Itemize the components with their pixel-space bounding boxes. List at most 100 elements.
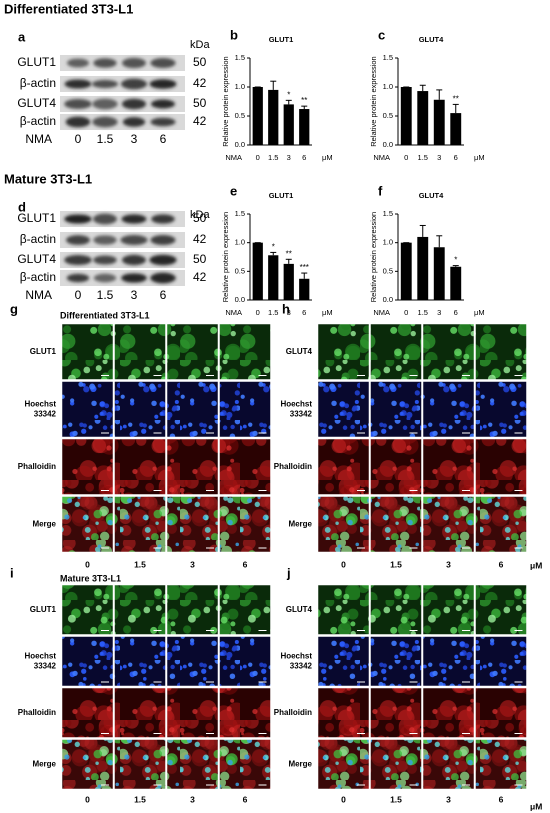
blot-row-label: GLUT1 [17,211,56,225]
blot-band [91,79,119,89]
x-tick-label: 3 [437,153,441,162]
blot-x-label: NMA [25,132,52,146]
y-tick-label: 0.0 [235,295,245,304]
unit-label: kDa [190,39,210,51]
blot-lane-label: 6 [160,132,167,146]
image-row-label: GLUT1 [30,347,57,356]
significance-label: ** [286,249,292,258]
blot-kda: 50 [193,96,207,110]
y-axis-label: Relative protein expression [221,56,230,146]
y-tick-label: 1.0 [235,238,245,247]
micrograph [317,687,370,738]
blot-band [122,117,146,127]
bar [400,242,412,300]
micrograph [61,438,114,495]
micrograph [61,381,114,438]
chart-title: GLUT4 [419,35,444,44]
micrograph [370,438,422,495]
image-column-label: 0 [341,559,346,569]
blot-lane-label: 1.5 [97,288,114,302]
image-column-label: 1.5 [390,559,402,569]
image-row-label: Merge [288,759,312,768]
blot-band [151,214,175,224]
blot-band [66,58,90,68]
blot-row-label: β-actin [20,114,56,128]
blot-band [149,254,177,266]
micrograph [475,687,527,738]
micrograph [114,739,166,790]
x-tick-label: 1.5 [268,153,278,162]
significance-label: * [454,256,457,265]
blot-band [65,116,91,128]
blot-row-label: β-actin [20,76,56,90]
panel-letter: d [18,199,26,214]
blot-band [64,79,92,89]
blot-row-label: GLUT4 [17,96,56,110]
image-column-label: 0 [85,794,90,804]
y-axis-label: Relative protein expression [369,212,378,302]
y-axis-label: Relative protein expression [369,56,378,146]
micrograph [61,323,114,380]
blot-row-label: β-actin [20,270,56,284]
micrograph [166,584,219,635]
micrograph [219,381,271,438]
x-tick-label: 6 [302,153,306,162]
bar [400,87,412,145]
blot-lane-label: 1.5 [97,132,114,146]
blot-band [64,99,92,109]
panel-letter: j [286,565,291,580]
micrograph [475,636,527,687]
image-row-label: Phalloidin [274,462,312,471]
y-tick-label: 0.5 [383,266,393,275]
blot-band [93,235,117,245]
micrograph [219,438,271,495]
micrograph [61,687,114,738]
section-title: Differentiated 3T3-L1 [4,1,133,16]
micrograph [422,687,475,738]
y-tick-label: 1.5 [235,209,245,218]
micrograph [114,584,166,635]
blot-band [121,273,147,283]
blot-band [120,78,148,90]
image-unit-label: μM [530,560,542,570]
x-axis-label: NMA [373,308,390,317]
micrograph [61,584,114,635]
x-tick-label: 0 [404,153,408,162]
micrograph [475,496,527,553]
image-column-label: 1.5 [134,559,146,569]
panel-subtitle: Differentiated 3T3-L1 [60,310,150,320]
blot-lane-label: 3 [131,288,138,302]
micrograph [114,381,166,438]
image-column-label: 6 [499,559,504,569]
image-column-label: 3 [190,794,195,804]
chart-title: GLUT1 [269,35,294,44]
x-tick-label: 6 [454,153,458,162]
bar [450,113,462,145]
image-row-label: GLUT4 [286,347,313,356]
micrograph [317,496,370,553]
image-row-label: GLUT4 [286,605,313,614]
unit-label: kDa [190,209,210,221]
micrograph [114,438,166,495]
x-unit-label: μM [474,153,485,162]
micrograph [317,323,370,380]
blot-row-label: GLUT4 [17,252,56,266]
bar [299,109,310,145]
image-column-label: 1.5 [390,794,402,804]
blot-band [122,57,146,69]
micrograph [219,636,271,687]
micrograph [475,323,527,380]
micrograph [370,496,422,553]
x-tick-label: 1.5 [418,308,428,317]
blot-row-label: β-actin [20,232,56,246]
micrograph [219,739,271,790]
x-unit-label: μM [322,308,333,317]
micrograph [166,438,219,495]
micrograph [219,687,271,738]
image-row-label: Hoechst 33342 [280,651,312,670]
y-tick-label: 1.0 [383,82,393,91]
bar [450,266,462,300]
x-axis-label: NMA [225,153,242,162]
blot-band [93,58,117,68]
